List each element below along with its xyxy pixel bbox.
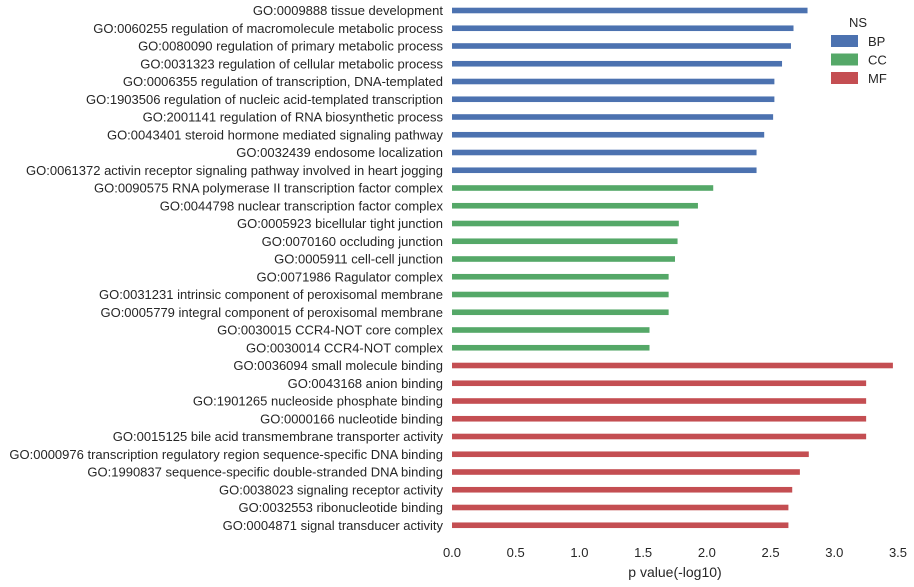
bar-cc (452, 238, 678, 245)
bar-mf (452, 415, 867, 422)
x-tick-label: 0.0 (443, 545, 461, 560)
bar-mf (452, 504, 789, 511)
x-tick-label: 2.0 (698, 545, 716, 560)
bar-cc (452, 344, 650, 351)
bar-cc (452, 185, 714, 191)
bar-bp (452, 131, 765, 138)
category-label: GO:0071986 Ragulator complex (257, 269, 444, 284)
legend-title: NS (849, 15, 867, 30)
category-label: GO:0043168 anion binding (288, 376, 443, 391)
bar-cc (452, 256, 675, 262)
category-label: GO:0032439 endosome localization (236, 145, 443, 160)
bar-mf (452, 433, 867, 440)
category-label: GO:0080090 regulation of primary metabol… (138, 39, 443, 54)
legend-swatch-mf (831, 72, 858, 84)
category-label: GO:0090575 RNA polymerase II transcripti… (94, 181, 443, 196)
bar-cc (452, 202, 698, 209)
bar-bp (452, 43, 791, 49)
category-label: GO:0015125 bile acid transmembrane trans… (113, 429, 444, 444)
bar-mf (452, 469, 800, 475)
bar-cc (452, 327, 650, 333)
bar-mf (452, 451, 809, 458)
bar-bp (452, 114, 774, 120)
category-labels: GO:0009888 tissue development GO:0060255 … (9, 3, 443, 533)
bar-mf (452, 398, 867, 404)
category-label: GO:0005911 cell-cell junction (274, 252, 443, 267)
legend: NS BP CC MF (831, 15, 887, 86)
bar-bp (452, 60, 783, 67)
bar-mf (452, 362, 893, 369)
category-label: GO:1903506 regulation of nucleic acid-te… (86, 92, 443, 107)
bar-bp (452, 96, 775, 103)
category-label: GO:0061372 activin receptor signaling pa… (26, 163, 443, 178)
category-label: GO:0009888 tissue development (253, 3, 443, 18)
bars-layer (452, 7, 893, 529)
category-label: GO:0030014 CCR4-NOT complex (246, 340, 444, 355)
legend-label-mf: MF (868, 71, 887, 86)
x-axis-label: p value(-log10) (628, 564, 721, 580)
bar-bp (452, 167, 757, 174)
x-tick-label: 1.0 (570, 545, 588, 560)
bar-bp (452, 25, 794, 32)
bar-cc (452, 309, 669, 316)
x-tick-label: 3.0 (825, 545, 843, 560)
legend-label-bp: BP (868, 34, 885, 49)
bar-bp (452, 7, 808, 14)
bar-cc (452, 220, 679, 227)
legend-swatch-bp (831, 35, 858, 47)
category-label: GO:0006355 regulation of transcription, … (123, 74, 443, 89)
bar-mf (452, 522, 789, 529)
legend-label-cc: CC (868, 53, 887, 68)
category-label: GO:1990837 sequence-specific double-stra… (87, 465, 443, 480)
category-label: GO:0038023 signaling receptor activity (219, 482, 444, 497)
category-label: GO:0005923 bicellular tight junction (237, 216, 443, 231)
bar-bp (452, 149, 757, 156)
bar-mf (452, 380, 867, 387)
x-tick-label: 3.5 (889, 545, 907, 560)
x-tick-label: 2.5 (762, 545, 780, 560)
category-label: GO:0060255 regulation of macromolecule m… (93, 21, 443, 36)
category-label: GO:0032553 ribonucleotide binding (238, 500, 443, 515)
category-label: GO:0000976 transcription regulatory regi… (9, 447, 443, 462)
category-label: GO:0005779 integral component of peroxis… (100, 305, 443, 320)
category-label: GO:0043401 steroid hormone mediated sign… (107, 127, 444, 142)
legend-swatch-cc (831, 53, 858, 66)
x-tick-label: 1.5 (634, 545, 652, 560)
category-label: GO:0044798 nuclear transcription factor … (160, 198, 444, 213)
category-label: GO:0031323 regulation of cellular metabo… (140, 56, 443, 71)
category-label: GO:0070160 occluding junction (262, 234, 443, 249)
category-label: GO:0004871 signal transducer activity (223, 518, 444, 533)
category-label: GO:0031231 intrinsic component of peroxi… (99, 287, 443, 302)
bar-bp (452, 78, 775, 85)
category-label: GO:0030015 CCR4-NOT core complex (217, 323, 443, 338)
category-label: GO:2001141 regulation of RNA biosyntheti… (143, 110, 444, 125)
x-tick-label: 0.5 (507, 545, 525, 560)
category-label: GO:1901265 nucleoside phosphate binding (193, 394, 443, 409)
category-label: GO:0036094 small molecule binding (233, 358, 443, 373)
category-label: GO:0000166 nucleotide binding (260, 411, 443, 426)
x-axis-ticks: 0.0 0.5 1.0 1.5 2.0 2.5 3.0 3.5 (443, 545, 907, 560)
bar-cc (452, 291, 669, 298)
bar-mf (452, 486, 793, 493)
bar-cc (452, 273, 669, 280)
